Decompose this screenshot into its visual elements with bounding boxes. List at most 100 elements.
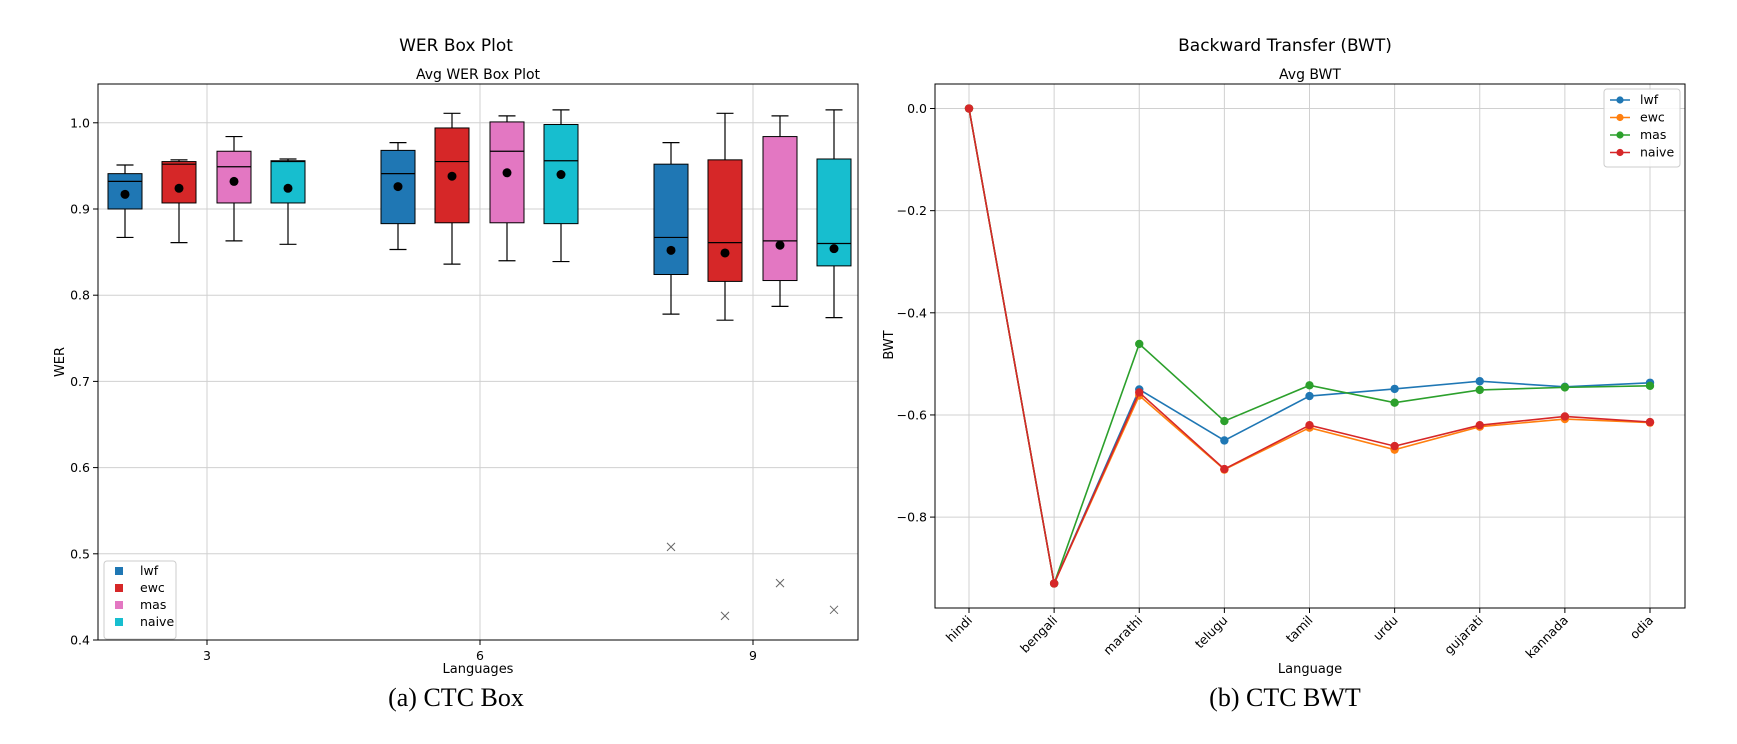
box-lwf-9 — [653, 142, 689, 552]
x-tick-label: gujarati — [1441, 613, 1486, 658]
legend-swatch-lwf — [115, 567, 123, 575]
box-plot-legend: lwf ewc mas naive — [103, 560, 177, 640]
bwt-ticks: 0.0 −0.2 −0.4 −0.6 −0.8 hindi bengali marathi te… — [897, 101, 1656, 661]
mean-point — [775, 240, 785, 250]
bwt-xlabel: Language — [1278, 662, 1342, 677]
box-naive-3 — [270, 158, 306, 245]
bwt-frame — [934, 83, 1686, 609]
x-tick-label: urdu — [1370, 613, 1401, 644]
legend-swatch-naive — [115, 618, 123, 626]
point-mas-tamil — [1305, 381, 1314, 390]
mean-point — [174, 183, 184, 193]
legend-label-mas: mas — [1640, 127, 1666, 142]
box-plot-chart: WER Box Plot Avg WER Box Plot Languages … — [53, 36, 859, 677]
box-lwf-6 — [380, 142, 416, 251]
y-tick-label: 0.9 — [70, 201, 90, 216]
box-naive-6 — [543, 109, 579, 263]
mean-point — [447, 171, 457, 181]
bwt-suptitle: Backward Transfer (BWT) — [1178, 36, 1392, 56]
legend-label-ewc: ewc — [140, 580, 165, 595]
mean-point — [556, 170, 566, 180]
box-naive-9 — [816, 109, 852, 615]
caption-b: (b) CTC BWT — [1209, 683, 1361, 712]
box-body — [762, 136, 798, 282]
point-mas-gujarati — [1475, 385, 1484, 395]
x-tick-label: 9 — [749, 648, 757, 663]
point-naive-kannada — [1560, 412, 1570, 421]
caption-a: (a) CTC Box — [388, 683, 524, 712]
point-lwf-telugu — [1220, 436, 1229, 445]
point-naive-hindi — [964, 104, 974, 113]
x-tick-label: 3 — [203, 648, 211, 663]
box-plot-frame — [97, 83, 859, 641]
point-lwf-gujarati — [1475, 377, 1484, 386]
y-tick-label: 0.4 — [70, 633, 90, 648]
box-plot-suptitle: WER Box Plot — [399, 36, 513, 56]
mean-point — [829, 244, 839, 254]
mean-point — [120, 189, 130, 199]
point-naive-gujarati — [1475, 420, 1484, 430]
bwt-grid — [935, 84, 1685, 608]
y-tick-label: 0.0 — [907, 101, 927, 116]
y-tick-label: 0.6 — [70, 460, 90, 475]
point-naive-urdu — [1390, 441, 1399, 451]
x-tick-label: 6 — [476, 648, 484, 663]
outlier-marker — [829, 605, 839, 615]
bwt-marks — [964, 104, 1655, 588]
point-naive-tamil — [1305, 420, 1314, 430]
point-naive-telugu — [1220, 464, 1229, 474]
y-tick-label: −0.6 — [897, 407, 927, 422]
y-tick-label: −0.8 — [897, 510, 927, 525]
legend-marker-naive — [1616, 148, 1624, 157]
point-naive-bengali — [1049, 579, 1059, 588]
point-mas-marathi — [1135, 339, 1144, 349]
box-body — [707, 159, 743, 282]
box-ewc-3 — [161, 159, 197, 244]
y-tick-label: 0.8 — [70, 288, 90, 303]
mean-point — [720, 248, 730, 258]
point-lwf-tamil — [1305, 391, 1314, 401]
legend-label-naive: naive — [140, 614, 174, 629]
legend-label-mas: mas — [140, 597, 166, 612]
box-plot-ylabel: WER — [53, 347, 68, 377]
series-naive — [964, 104, 1655, 588]
box-body — [653, 163, 689, 276]
x-tick-label: marathi — [1100, 613, 1145, 658]
y-tick-label: 1.0 — [70, 115, 90, 130]
outlier-marker — [775, 578, 785, 588]
point-mas-kannada — [1560, 383, 1570, 392]
legend-marker-mas — [1616, 131, 1624, 139]
x-tick-label: tamil — [1283, 613, 1316, 646]
box-plot-grid — [98, 84, 858, 641]
mean-point — [666, 245, 676, 255]
y-tick-label: 0.7 — [70, 374, 90, 389]
point-mas-telugu — [1220, 416, 1229, 426]
box-body — [270, 160, 306, 204]
bwt-ylabel: BWT — [882, 330, 897, 359]
outlier-marker — [666, 542, 676, 552]
box-plot-ticks: 0.4 0.5 0.6 0.7 0.8 0.9 1.0 3 6 9 — [70, 115, 757, 663]
x-tick-label: odia — [1627, 613, 1656, 642]
point-naive-odia — [1645, 417, 1655, 427]
x-tick-label: bengali — [1017, 613, 1060, 656]
box-body — [816, 158, 852, 267]
box-body — [161, 161, 197, 204]
legend-label-lwf: lwf — [140, 563, 159, 578]
box-lwf-3 — [107, 164, 143, 239]
box-body — [216, 150, 252, 204]
box-plot-xlabel: Languages — [443, 662, 514, 677]
legend-label-naive: naive — [1640, 145, 1674, 160]
x-tick-label: kannada — [1522, 613, 1571, 662]
box-ewc-9 — [707, 112, 743, 621]
bwt-legend: lwf ewc mas naive — [1603, 88, 1681, 168]
point-lwf-urdu — [1390, 384, 1399, 394]
x-tick-label: hindi — [943, 613, 975, 645]
outlier-marker — [720, 611, 730, 621]
bwt-title: Avg BWT — [1279, 67, 1341, 83]
y-tick-label: 0.5 — [70, 546, 90, 561]
y-tick-label: −0.2 — [897, 203, 927, 218]
mean-point — [502, 168, 512, 178]
point-naive-marathi — [1135, 388, 1144, 397]
point-mas-odia — [1645, 381, 1655, 391]
